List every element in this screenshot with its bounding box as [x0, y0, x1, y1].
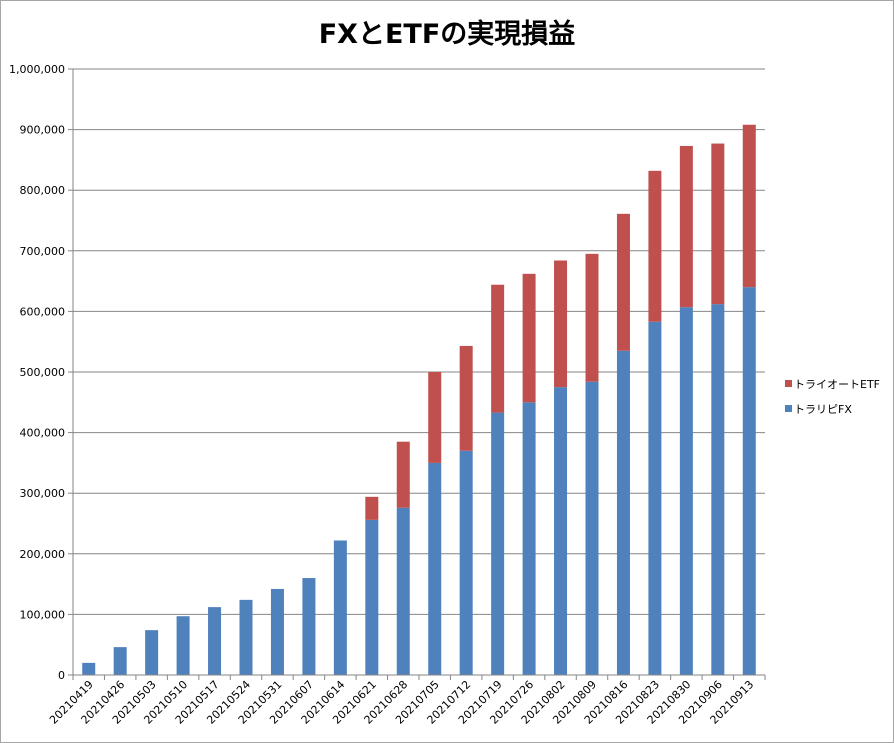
bar-fx [742, 287, 756, 675]
bar-fx [522, 402, 536, 675]
bar-fx [554, 387, 568, 675]
bar-fx [585, 381, 599, 675]
x-axis-ticks: 2021041920210426202105032021051020210517… [47, 675, 766, 727]
bar-fx [239, 599, 253, 675]
y-tick-label: 600,000 [20, 305, 66, 318]
y-tick-label: 800,000 [20, 184, 66, 197]
legend-label: トライオートETF [794, 378, 880, 391]
bar-fx [711, 304, 725, 675]
bar-etf [491, 284, 505, 413]
bar-etf [679, 145, 693, 308]
bar-etf [554, 260, 568, 388]
legend-label: トラリピFX [794, 403, 852, 416]
y-tick-label: 200,000 [20, 548, 66, 561]
bar-etf [711, 143, 725, 305]
y-axis-ticks: 0 100,000 200,000 300,000 400,000 500,000 600,… [9, 63, 73, 682]
y-tick-label: 900,000 [20, 124, 66, 137]
y-tick-label: 300,000 [20, 487, 66, 500]
bars [82, 124, 756, 675]
bar-fx [491, 412, 505, 675]
y-tick-label: 700,000 [20, 245, 66, 258]
y-tick-label: 1,000,000 [9, 63, 65, 76]
chart-title: FXとETFの実現損益 [318, 19, 576, 50]
bar-etf [365, 496, 379, 520]
bar-fx [145, 630, 159, 675]
bar-fx [333, 540, 347, 675]
bar-fx [176, 616, 190, 675]
bar-fx [82, 662, 96, 675]
bar-etf [428, 372, 442, 463]
bar-etf [742, 124, 756, 288]
legend-swatch [785, 380, 792, 387]
bar-etf [396, 441, 410, 508]
bar-etf [459, 345, 473, 451]
bar-fx [208, 607, 222, 675]
bar-fx [365, 519, 379, 675]
bar-etf [522, 273, 536, 403]
bar-fx [270, 588, 284, 675]
bar-etf [585, 253, 599, 382]
bar-fx [679, 307, 693, 675]
y-tick-label: 500,000 [20, 366, 66, 379]
bar-etf [616, 213, 630, 351]
legend-swatch [785, 405, 792, 412]
bar-fx [459, 450, 473, 675]
y-tick-label: 100,000 [20, 608, 66, 621]
bar-fx [302, 578, 316, 675]
bar-etf [648, 170, 662, 322]
legend: トライオートETF トラリピFX [785, 378, 880, 416]
y-tick-label: 400,000 [20, 427, 66, 440]
bar-fx [616, 350, 630, 675]
bar-fx [396, 507, 410, 675]
bar-fx [113, 647, 127, 675]
y-tick-label: 0 [58, 669, 65, 682]
bar-fx [428, 462, 442, 675]
bar-fx [648, 321, 662, 675]
